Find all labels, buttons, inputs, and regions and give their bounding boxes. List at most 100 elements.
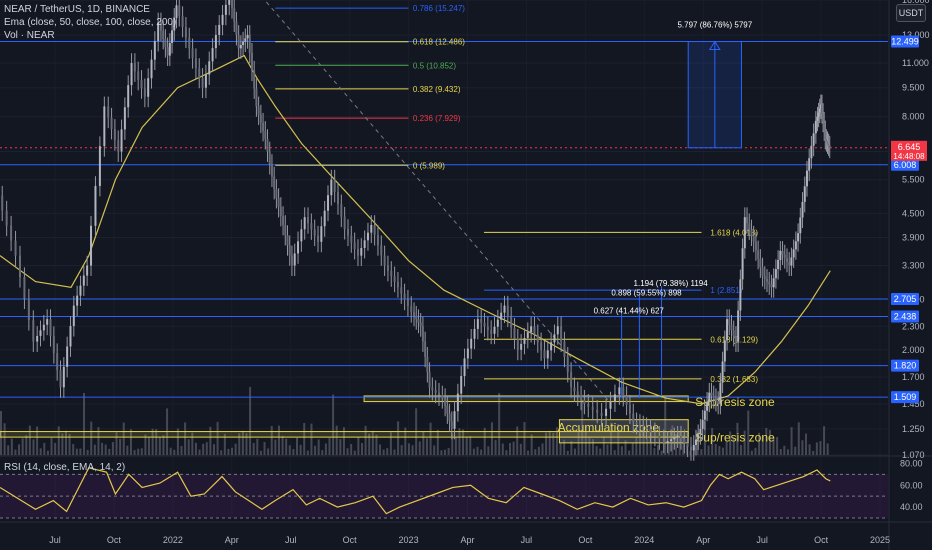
candle-body xyxy=(282,216,285,225)
candle-body xyxy=(794,241,797,250)
volume-bar xyxy=(339,439,342,455)
candle-body xyxy=(783,254,786,259)
candle-body xyxy=(113,128,116,141)
candle-body xyxy=(218,24,221,35)
x-tick-label: Jul xyxy=(756,535,768,545)
candle-body xyxy=(23,277,26,299)
volume-bar xyxy=(444,449,447,455)
volume-bar xyxy=(158,436,161,455)
candle-body xyxy=(143,88,146,97)
volume-bar xyxy=(472,448,475,455)
volume-bar xyxy=(68,433,71,455)
volume-bar xyxy=(317,439,320,455)
rsi-legend[interactable]: RSI (14, close, EMA, 14, 2) xyxy=(4,462,126,473)
volume-legend[interactable]: Vol · NEAR xyxy=(4,30,55,41)
volume-bar xyxy=(180,446,183,455)
volume-bar xyxy=(115,432,118,455)
volume-bar xyxy=(32,439,35,455)
ema-legend[interactable]: Ema (close, 50, close, 100, close, 200) xyxy=(4,17,177,28)
y-tick-label: 13.000 xyxy=(902,30,930,40)
candle-body xyxy=(376,235,379,246)
volume-bar xyxy=(675,434,678,455)
volume-bar xyxy=(151,428,154,455)
candle-body xyxy=(483,322,486,327)
volume-bar xyxy=(111,442,114,455)
volume-bar xyxy=(14,449,17,455)
candle-body xyxy=(810,145,813,159)
candle-body xyxy=(380,245,383,256)
candle-body xyxy=(632,413,635,423)
candle-body xyxy=(127,85,130,108)
volume-bar xyxy=(566,450,569,455)
volume-bar xyxy=(783,445,786,455)
volume-bars xyxy=(0,386,829,455)
volume-bar xyxy=(786,449,789,455)
candle-body xyxy=(133,63,136,72)
currency-button[interactable]: USDT xyxy=(896,4,926,22)
candle-body xyxy=(743,217,746,249)
volume-bar xyxy=(573,448,576,455)
candle-body xyxy=(576,391,579,396)
volume-bar xyxy=(476,446,479,455)
candle-body xyxy=(123,107,126,130)
volume-bar xyxy=(176,428,179,455)
level-badge-label: 6.008 xyxy=(894,160,917,170)
level-badge xyxy=(891,35,919,48)
fibonacci-layer[interactable]: 0.786 (15.247) 0.618 (12.486) 0.5 (10.852)… xyxy=(266,1,758,401)
candle-body xyxy=(723,340,726,362)
candle-body xyxy=(563,341,566,357)
volume-bar xyxy=(501,443,504,455)
volume-bar xyxy=(245,433,248,455)
symbol-legend[interactable]: NEAR / TetherUS, 1D, BINANCE xyxy=(4,4,150,15)
candle-body xyxy=(828,145,831,148)
volume-bar xyxy=(353,450,356,455)
candle-body xyxy=(386,265,389,271)
volume-bar xyxy=(812,450,815,455)
candle-body xyxy=(460,376,463,394)
candle-body xyxy=(699,428,702,435)
rsi-tick-label: 40.00 xyxy=(900,502,923,512)
volume-bar xyxy=(93,444,96,455)
ema-line xyxy=(0,54,831,405)
volume-bar xyxy=(357,436,360,455)
candle-body xyxy=(340,204,343,217)
volume-bar xyxy=(379,444,382,455)
candle-body xyxy=(719,382,722,404)
y-tick-label: 3.300 xyxy=(902,261,925,271)
candle-body xyxy=(591,406,594,410)
volume-bar xyxy=(657,444,660,455)
volume-bar xyxy=(581,399,584,455)
y-tick-label: 1.070 xyxy=(902,450,925,460)
candle-body xyxy=(730,324,733,331)
volume-bar xyxy=(588,436,591,455)
candle-body xyxy=(801,201,804,218)
candle-body xyxy=(140,79,143,89)
candle-body xyxy=(360,247,363,256)
volume-bar xyxy=(39,448,42,455)
candle-body xyxy=(526,332,529,339)
candle-body xyxy=(676,435,679,438)
candle-body xyxy=(587,403,590,407)
price-axis[interactable]: 16.00013.00011.0009.5008.0006.5005.5004.… xyxy=(891,0,930,460)
candle-body xyxy=(248,34,251,53)
candle-body xyxy=(444,398,447,406)
candle-body xyxy=(72,305,75,327)
y-tick-label: 1.250 xyxy=(902,424,925,434)
volume-bar xyxy=(483,427,486,455)
candle-body xyxy=(383,255,386,266)
candle-body xyxy=(153,41,156,60)
volume-bar xyxy=(122,422,125,455)
candle-body xyxy=(500,312,503,320)
candle-body xyxy=(250,52,253,71)
volume-bar xyxy=(523,422,526,455)
candle-body xyxy=(333,179,336,192)
candle-body xyxy=(772,278,775,288)
volume-bar xyxy=(436,429,439,455)
candle-body xyxy=(799,217,802,234)
time-axis[interactable]: Jul Oct 2022 Apr Jul Oct 2023 Apr Jul Oct 2024 Apr J… xyxy=(49,535,890,545)
volume-bar xyxy=(227,448,230,455)
volume-bar xyxy=(761,436,764,455)
ema-path xyxy=(0,54,831,405)
volume-bar xyxy=(411,445,414,455)
